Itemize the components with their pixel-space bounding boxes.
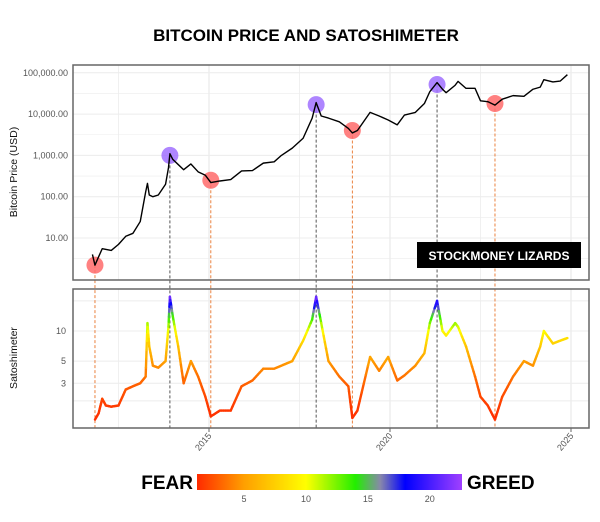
watermark-box: STOCKMONEY LIZARDS — [417, 242, 581, 268]
satoshimeter-segment — [357, 402, 359, 411]
satoshimeter-y-ticks: 3 5 10 — [56, 326, 66, 388]
price-line — [92, 75, 567, 265]
watermark-text: STOCKMONEY LIZARDS — [429, 249, 570, 263]
fear-marker — [486, 95, 503, 112]
satoshimeter-segment — [362, 384, 364, 393]
x-tick-label: 2020 — [374, 431, 395, 453]
colorbar-tick-label: 20 — [425, 494, 435, 504]
price-y-tick-label: 1,000.00 — [33, 150, 68, 160]
price-y-tick-label: 100.00 — [40, 192, 68, 202]
x-tick-label: 2025 — [555, 431, 576, 453]
x-axis-ticks: 2015 2020 2025 — [193, 428, 576, 453]
satoshimeter-y-axis-label: Satoshimeter — [8, 327, 20, 389]
chart-title: BITCOIN PRICE AND SATOSHIMETER — [153, 26, 459, 45]
price-y-axis-label: Bitcoin Price (USD) — [8, 127, 20, 217]
fear-marker — [344, 122, 361, 139]
colorbar-tick-label: 15 — [363, 494, 373, 504]
price-y-tick-label: 100,000.00 — [23, 68, 68, 78]
satoshimeter-y-tick-label: 5 — [61, 356, 66, 366]
satoshimeter-segment — [360, 393, 362, 402]
x-tick-label: 2015 — [193, 431, 214, 453]
price-y-tick-label: 10,000.00 — [28, 109, 68, 119]
price-y-tick-label: 10.00 — [45, 233, 68, 243]
satoshimeter-segment — [366, 366, 368, 375]
satoshimeter-y-tick-label: 10 — [56, 326, 66, 336]
satoshimeter-segment — [364, 375, 366, 384]
colorbar-ticks: 5 10 15 20 — [242, 494, 435, 504]
colorbar-tick-label: 10 — [301, 494, 311, 504]
price-series — [92, 75, 567, 265]
colorbar-greed-label: GREED — [467, 473, 535, 494]
colorbar-fear-label: FEAR — [141, 473, 193, 494]
colorbar-tick-label: 5 — [242, 494, 247, 504]
satoshimeter-y-tick-label: 3 — [61, 378, 66, 388]
price-y-ticks: 10.00 100.00 1,000.00 10,000.00 100,000.00 — [23, 68, 68, 243]
colorbar — [197, 474, 462, 490]
